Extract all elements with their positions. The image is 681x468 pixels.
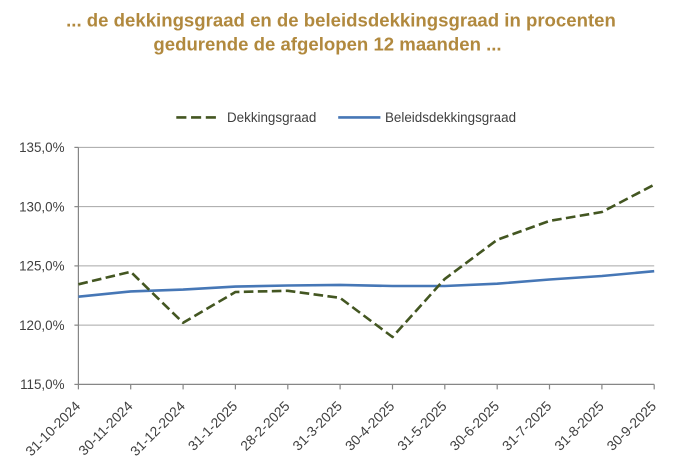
svg-text:130,0%: 130,0% (19, 200, 65, 215)
svg-text:31-12-2024: 31-12-2024 (128, 398, 189, 459)
svg-text:31-5-2025: 31-5-2025 (395, 398, 450, 453)
svg-text:gedurende de afgelopen 12 maan: gedurende de afgelopen 12 maanden ... (153, 34, 501, 55)
svg-text:31-3-2025: 31-3-2025 (290, 398, 345, 453)
svg-text:120,0%: 120,0% (19, 318, 65, 333)
svg-text:30-6-2025: 30-6-2025 (447, 398, 502, 453)
svg-text:135,0%: 135,0% (19, 140, 65, 155)
svg-text:28-2-2025: 28-2-2025 (238, 398, 293, 453)
svg-text:31-10-2024: 31-10-2024 (23, 398, 84, 459)
svg-text:... de dekkingsgraad en de bel: ... de dekkingsgraad en de beleidsdekkin… (66, 9, 616, 30)
svg-text:31-1-2025: 31-1-2025 (185, 398, 240, 453)
svg-text:115,0%: 115,0% (20, 377, 65, 392)
svg-text:31-8-2025: 31-8-2025 (552, 398, 607, 453)
svg-text:30-9-2025: 30-9-2025 (604, 398, 659, 453)
svg-text:125,0%: 125,0% (19, 259, 65, 274)
svg-text:30-4-2025: 30-4-2025 (342, 398, 397, 453)
svg-text:Dekkingsgraad: Dekkingsgraad (227, 110, 316, 125)
svg-text:30-11-2024: 30-11-2024 (76, 398, 136, 458)
svg-text:Beleidsdekkingsgraad: Beleidsdekkingsgraad (385, 110, 516, 125)
svg-text:31-7-2025: 31-7-2025 (499, 398, 554, 453)
